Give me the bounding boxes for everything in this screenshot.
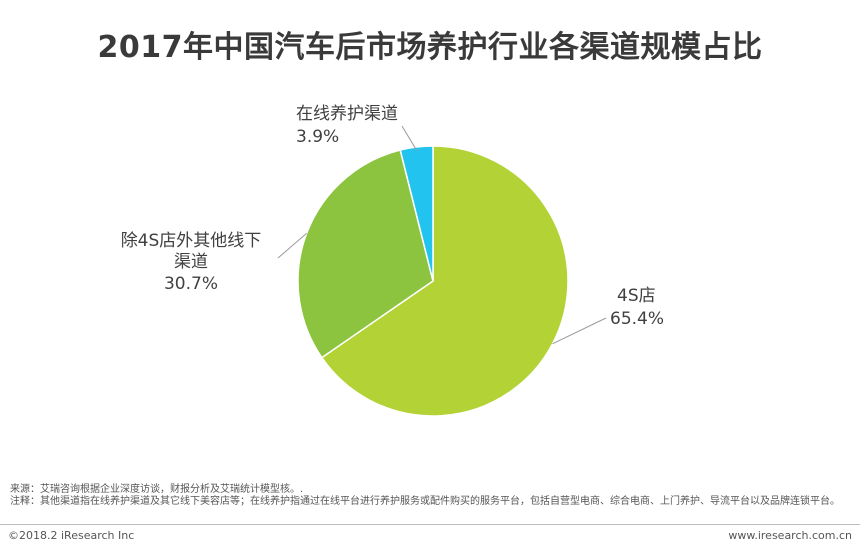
leader-line-4s-store: [552, 317, 607, 345]
leader-line-online: [401, 125, 418, 152]
pie-slice-4s-store: [320, 145, 569, 417]
footer-notes: 来源：艾瑞咨询根据企业深度访谈，财报分析及艾瑞统计模型核。. 注释：其他渠道指在…: [10, 484, 850, 508]
slice-label-4s-value: 65.4%: [610, 309, 664, 329]
slice-label-4s-name: 4S店: [617, 286, 656, 306]
pie-slices: [297, 145, 569, 417]
pie-slice-other-offline: [297, 149, 434, 359]
slice-label-online-value: 3.9%: [296, 127, 339, 147]
slice-label-offline-value: 30.7%: [164, 274, 218, 294]
slice-label-offline-name-line1: 除4S店外其他线下: [121, 231, 262, 251]
pie-slice-online: [399, 145, 434, 282]
leader-lines: [277, 125, 607, 345]
source-note: 来源：艾瑞咨询根据企业深度访谈，财报分析及艾瑞统计模型核。.: [10, 484, 304, 495]
leader-line-other-offline: [277, 232, 308, 259]
explanation-note: 注释：其他渠道指在线养护渠道及其它线下美容店等；在线养护指通过在线平台进行养护服…: [10, 496, 840, 507]
copyright-text: ©2018.2 iResearch Inc: [8, 529, 135, 542]
slice-label-online-name: 在线养护渠道: [296, 104, 398, 124]
website-text: www.iresearch.com.cn: [728, 529, 852, 542]
slice-label-offline-name-line2: 渠道: [174, 252, 208, 272]
chart-title: 2017年中国汽车后市场养护行业各渠道规模占比: [97, 30, 763, 65]
footer-divider: [0, 524, 860, 525]
